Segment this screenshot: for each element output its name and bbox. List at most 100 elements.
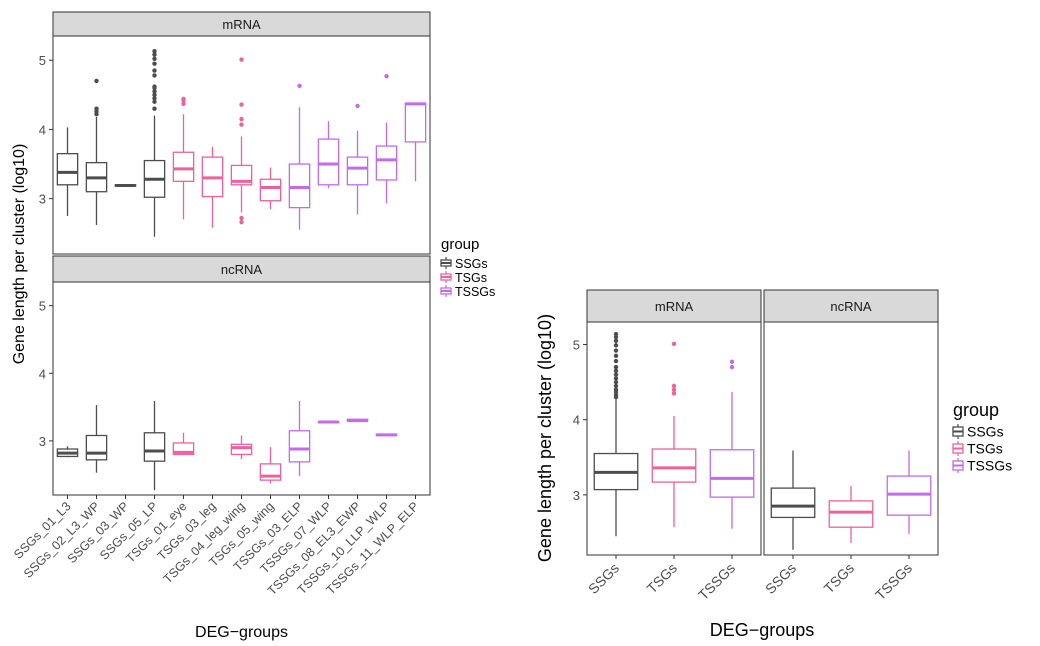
outlier-point (239, 116, 244, 122)
outlier-point (613, 392, 619, 398)
outlier-point (613, 376, 619, 381)
y-tick-label: 3 (573, 488, 580, 503)
box-iqr (259, 463, 282, 481)
facet-strip-label: ncRNA (221, 262, 263, 277)
boxplot-ssgs (593, 331, 639, 537)
box-iqr (259, 178, 282, 202)
legend-key-tsgs (440, 271, 452, 283)
outlier-point (94, 78, 99, 84)
boxplot-tsgs-03-leg (201, 146, 224, 228)
legend-title: group (953, 400, 999, 420)
boxplot-tsgs-04-leg-wing (230, 435, 253, 460)
outlier-point (181, 96, 186, 102)
boxplot-ssgs-03-wp (114, 183, 137, 187)
y-tick-label: 3 (39, 192, 46, 207)
boxplot-tsgs-04-leg-wing (230, 57, 253, 225)
y-tick-label: 4 (39, 122, 46, 137)
panel-ncrna: 3 4 5 (39, 281, 431, 496)
outlier-point (152, 68, 157, 73)
facet-strip-label: mRNA (222, 17, 261, 32)
legend-label: TSSGs (455, 285, 495, 299)
outlier-point (297, 83, 302, 89)
facet-strip-label: mRNA (655, 299, 694, 314)
boxplot-ssgs-05-lp (143, 401, 166, 491)
outlier-point (152, 106, 157, 111)
boxplot-tssgs-10-llp-wlp (375, 433, 398, 437)
boxplot-tssgs-11-wlp-elp (404, 102, 427, 182)
box-iqr (886, 475, 932, 516)
legend-label: TSGs (455, 271, 487, 285)
facet-strip (52, 11, 431, 37)
outlier-point (94, 106, 99, 111)
box-iqr (317, 138, 340, 186)
legend-title: group (441, 236, 479, 253)
x-tick-label: TSSGs (872, 560, 915, 603)
outlier-point (671, 387, 677, 392)
outlier-point (239, 215, 244, 221)
outlier-point (613, 353, 619, 359)
facet-strip (763, 289, 939, 323)
x-tick-label: SSGs (762, 560, 799, 597)
y-tick-label: 5 (39, 53, 46, 68)
outlier-point (152, 99, 157, 104)
outlier-point (613, 368, 619, 374)
boxplot-ssgs-01-l3 (56, 446, 79, 458)
y-tick-label: 3 (39, 434, 46, 449)
box-iqr (288, 163, 311, 209)
legend-label: SSGs (967, 424, 1004, 440)
x-tick-label: SSGs (585, 560, 622, 597)
box-iqr (828, 500, 874, 528)
outlier-point (613, 331, 619, 337)
outlier-point (613, 348, 619, 353)
outlier-point (152, 61, 157, 66)
outlier-point (613, 343, 619, 348)
boxplot-tssgs-10-llp-wlp (375, 73, 398, 204)
box-iqr (375, 145, 398, 181)
box-iqr (172, 151, 195, 182)
y-axis-title: Gene length per cluster (log10) (535, 314, 555, 562)
outlier-point (613, 364, 619, 370)
box-iqr (651, 448, 697, 483)
outlier-point (152, 52, 157, 57)
boxplot-ssgs-01-l3 (56, 127, 79, 216)
boxplot-ssgs-02-l3-wp (85, 405, 108, 473)
legend-label: TSSGs (967, 458, 1012, 474)
outlier-point (613, 372, 619, 377)
outlier-point (152, 49, 157, 54)
x-tick-label: TSSGs (695, 560, 738, 603)
outlier-point (729, 359, 735, 365)
boxplot-tssgs (886, 450, 932, 534)
outlier-point (613, 379, 619, 385)
boxplot-tsgs-01-eye (172, 96, 195, 220)
outlier-point (152, 92, 157, 98)
boxplot-tsgs-05-wing (259, 446, 282, 484)
x-tick-label: TSGs (821, 560, 858, 597)
boxplot-tssgs-08-el3-ewp (346, 418, 369, 423)
box-iqr (770, 487, 816, 519)
legend-key-tssgs (440, 285, 452, 297)
legend-key-tsgs (952, 441, 964, 456)
outlier-point (671, 341, 677, 346)
outlier-point (152, 84, 157, 89)
outlier-point (729, 364, 735, 370)
box-iqr (404, 102, 427, 143)
boxplot-tsgs-05-wing (259, 167, 282, 210)
outlier-point (152, 73, 157, 78)
boxplot-ssgs (770, 450, 816, 550)
boxplot-tssgs (709, 359, 755, 529)
outlier-point (671, 391, 677, 396)
boxplot-tssgs-07-wlp (317, 121, 340, 189)
outlier-point (613, 334, 619, 340)
panel2-ncrna (763, 321, 939, 556)
y-tick-label: 5 (573, 338, 580, 353)
outlier-point (239, 57, 244, 62)
box-iqr (230, 443, 253, 456)
outlier-point (239, 122, 244, 127)
x-axis-title: DEG−groups (195, 624, 288, 641)
panel-frame (52, 281, 431, 496)
outlier-point (181, 101, 186, 107)
x-tick-label: TSGs (644, 560, 681, 597)
outlier-point (613, 387, 619, 392)
legend-label: SSGs (455, 257, 488, 271)
box-iqr (288, 430, 311, 463)
